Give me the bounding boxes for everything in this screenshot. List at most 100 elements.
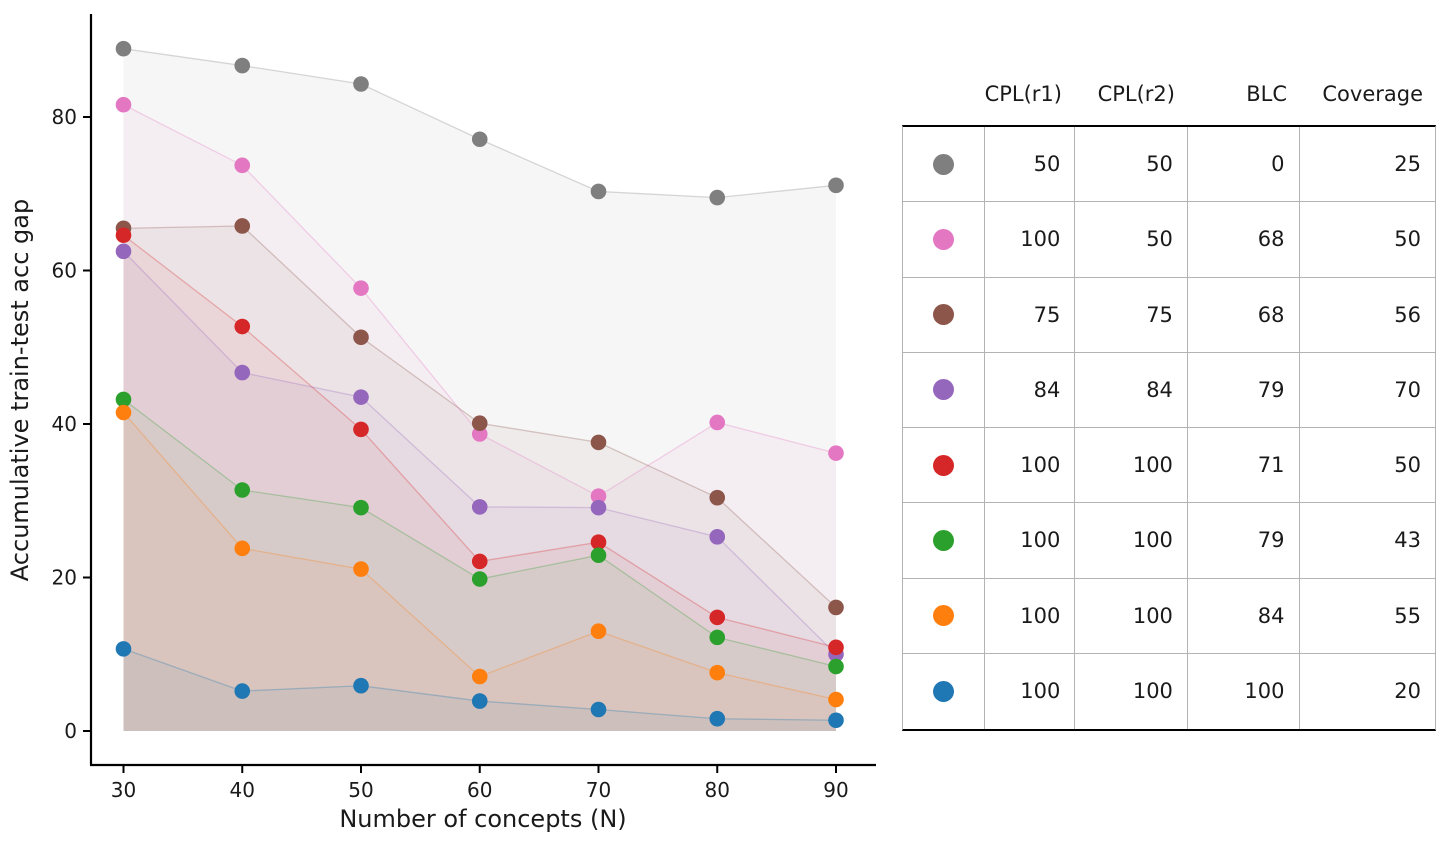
legend-value-blc: 68 bbox=[1188, 202, 1300, 277]
legend-table-row-purple: 84 84 79 70 bbox=[903, 352, 1435, 428]
y-tick-label: 60 bbox=[52, 259, 77, 283]
data-point-brown-x60 bbox=[471, 415, 488, 432]
red-series-dot-icon bbox=[932, 454, 954, 476]
legend-dot-cell bbox=[903, 503, 985, 578]
legend-value-blc: 0 bbox=[1188, 127, 1300, 202]
legend-table-row-gray: 50 50 0 25 bbox=[903, 127, 1435, 203]
series-fill-pink bbox=[123, 104, 836, 732]
axes-layer: 0 20 40 60 80 30 40 50 60 70 80 90 bbox=[52, 14, 876, 802]
data-point-purple-x80 bbox=[709, 529, 726, 545]
legend-dot-cell bbox=[903, 653, 985, 729]
legend-value-blc: 68 bbox=[1188, 277, 1300, 352]
legend-value-coverage: 56 bbox=[1394, 302, 1421, 327]
data-point-gray-x50 bbox=[353, 76, 369, 92]
purple-series-dot-icon bbox=[932, 379, 954, 401]
y-tick-label: 40 bbox=[52, 412, 77, 436]
data-point-blue-x70 bbox=[590, 701, 607, 718]
legend-value-cpl-r1-: 100 bbox=[985, 503, 1076, 578]
legend-table: CPL(r1) CPL(r2) BLC Coverage 50 50 0 25 100 50 68… bbox=[902, 62, 1436, 731]
data-point-purple-x70 bbox=[590, 499, 607, 516]
data-point-pink-x70 bbox=[590, 488, 607, 504]
y-tick-label: 0 bbox=[64, 719, 77, 743]
legend-value-blc: 84 bbox=[1188, 578, 1300, 653]
legend-value-cpl-r1-: 100 bbox=[985, 578, 1076, 653]
legend-value-cpl-r2-: 100 bbox=[1075, 428, 1188, 503]
legend-value-cpl-r1-: 84 bbox=[985, 352, 1076, 427]
legend-value-cpl-r2-: 100 bbox=[1075, 503, 1188, 578]
data-point-pink-x40 bbox=[234, 157, 251, 174]
legend-value-cpl-r1-: 50 bbox=[985, 127, 1076, 202]
legend-value-cpl-r2-: 100 bbox=[1075, 653, 1188, 729]
data-point-blue-x90 bbox=[828, 712, 844, 729]
legend-value-cpl-r1-: 100 bbox=[985, 202, 1076, 277]
data-point-pink-x50 bbox=[353, 280, 369, 296]
series-fill-red bbox=[123, 235, 836, 731]
legend-value-cpl-r2-: 50 bbox=[1075, 127, 1188, 202]
legend-value-coverage: 43 bbox=[1394, 528, 1421, 553]
legend-value-cpl-r2-: 100 bbox=[1075, 578, 1188, 653]
blue-series-dot-icon bbox=[932, 680, 954, 702]
x-tick-label: 60 bbox=[467, 778, 492, 802]
data-point-orange-x80 bbox=[709, 664, 726, 681]
legend-table-row-red: 100 100 71 50 bbox=[903, 428, 1435, 504]
data-point-gray-x30 bbox=[115, 40, 132, 57]
data-point-purple-x30 bbox=[115, 243, 132, 260]
x-tick-label: 30 bbox=[111, 778, 136, 802]
legend-value-coverage: 55 bbox=[1394, 603, 1421, 628]
legend-value-cpl-r2-: 50 bbox=[1075, 202, 1188, 277]
legend-value-coverage: 50 bbox=[1394, 453, 1421, 478]
legend-value-cpl-r1-: 100 bbox=[985, 653, 1076, 729]
legend-dot-cell bbox=[903, 127, 985, 202]
data-point-red-x60 bbox=[471, 553, 488, 570]
legend-table-row-brown: 75 75 68 56 bbox=[903, 277, 1435, 353]
data-point-brown-x90 bbox=[828, 599, 844, 616]
data-point-pink-x90 bbox=[828, 445, 844, 461]
data-point-orange-x70 bbox=[590, 623, 607, 640]
legend-table-header-row: CPL(r1) CPL(r2) BLC Coverage bbox=[902, 62, 1436, 125]
legend-column-header-cpl-r1-: CPL(r1) bbox=[984, 81, 1062, 106]
legend-value-coverage: 50 bbox=[1394, 227, 1421, 252]
data-point-orange-x40 bbox=[234, 540, 251, 557]
series-fills-layer bbox=[123, 48, 836, 732]
data-point-orange-x60 bbox=[471, 668, 488, 685]
data-point-brown-x80 bbox=[709, 489, 726, 506]
series-fill-orange bbox=[123, 412, 836, 731]
legend-value-blc: 71 bbox=[1188, 428, 1300, 503]
legend-table-row-blue: 100 100 100 20 bbox=[903, 653, 1435, 729]
data-point-green-x70 bbox=[590, 547, 607, 564]
data-point-gray-x40 bbox=[234, 57, 251, 74]
legend-value-cpl-r2-: 75 bbox=[1075, 277, 1188, 352]
data-point-red-x90 bbox=[828, 639, 844, 656]
data-point-purple-x60 bbox=[471, 499, 488, 515]
data-point-gray-x80 bbox=[709, 189, 726, 206]
legend-dot-cell bbox=[903, 202, 985, 277]
data-point-blue-x60 bbox=[471, 693, 488, 709]
data-point-brown-x40 bbox=[234, 218, 251, 234]
data-point-orange-x50 bbox=[353, 561, 369, 577]
series-fill-gray bbox=[123, 48, 836, 731]
legend-dot-cell bbox=[903, 352, 985, 427]
legend-table-row-orange: 100 100 84 55 bbox=[903, 578, 1435, 654]
legend-dot-cell bbox=[903, 277, 985, 352]
legend-dot-cell bbox=[903, 578, 985, 653]
legend-column-header-blc: BLC bbox=[1246, 81, 1287, 106]
legend-value-blc: 79 bbox=[1188, 352, 1300, 427]
legend-value-cpl-r1-: 100 bbox=[985, 428, 1076, 503]
data-point-blue-x80 bbox=[709, 710, 726, 727]
data-point-red-x50 bbox=[353, 421, 369, 438]
data-point-red-x80 bbox=[709, 609, 726, 626]
data-point-blue-x40 bbox=[234, 683, 251, 699]
data-point-orange-x30 bbox=[115, 404, 132, 421]
data-point-red-x40 bbox=[234, 318, 251, 335]
data-point-pink-x80 bbox=[709, 414, 726, 431]
legend-table-body: 50 50 0 25 100 50 68 50 75 75 68 56 84 84 79 70 100 100 71… bbox=[902, 125, 1436, 731]
x-tick-label: 50 bbox=[348, 778, 373, 802]
data-point-orange-x90 bbox=[828, 691, 844, 708]
green-series-dot-icon bbox=[932, 529, 954, 551]
legend-column-header-coverage: Coverage bbox=[1322, 81, 1423, 106]
data-point-green-x90 bbox=[828, 658, 844, 675]
x-tick-label: 40 bbox=[230, 778, 255, 802]
legend-value-coverage: 25 bbox=[1394, 152, 1421, 177]
data-point-pink-x60 bbox=[471, 426, 488, 442]
